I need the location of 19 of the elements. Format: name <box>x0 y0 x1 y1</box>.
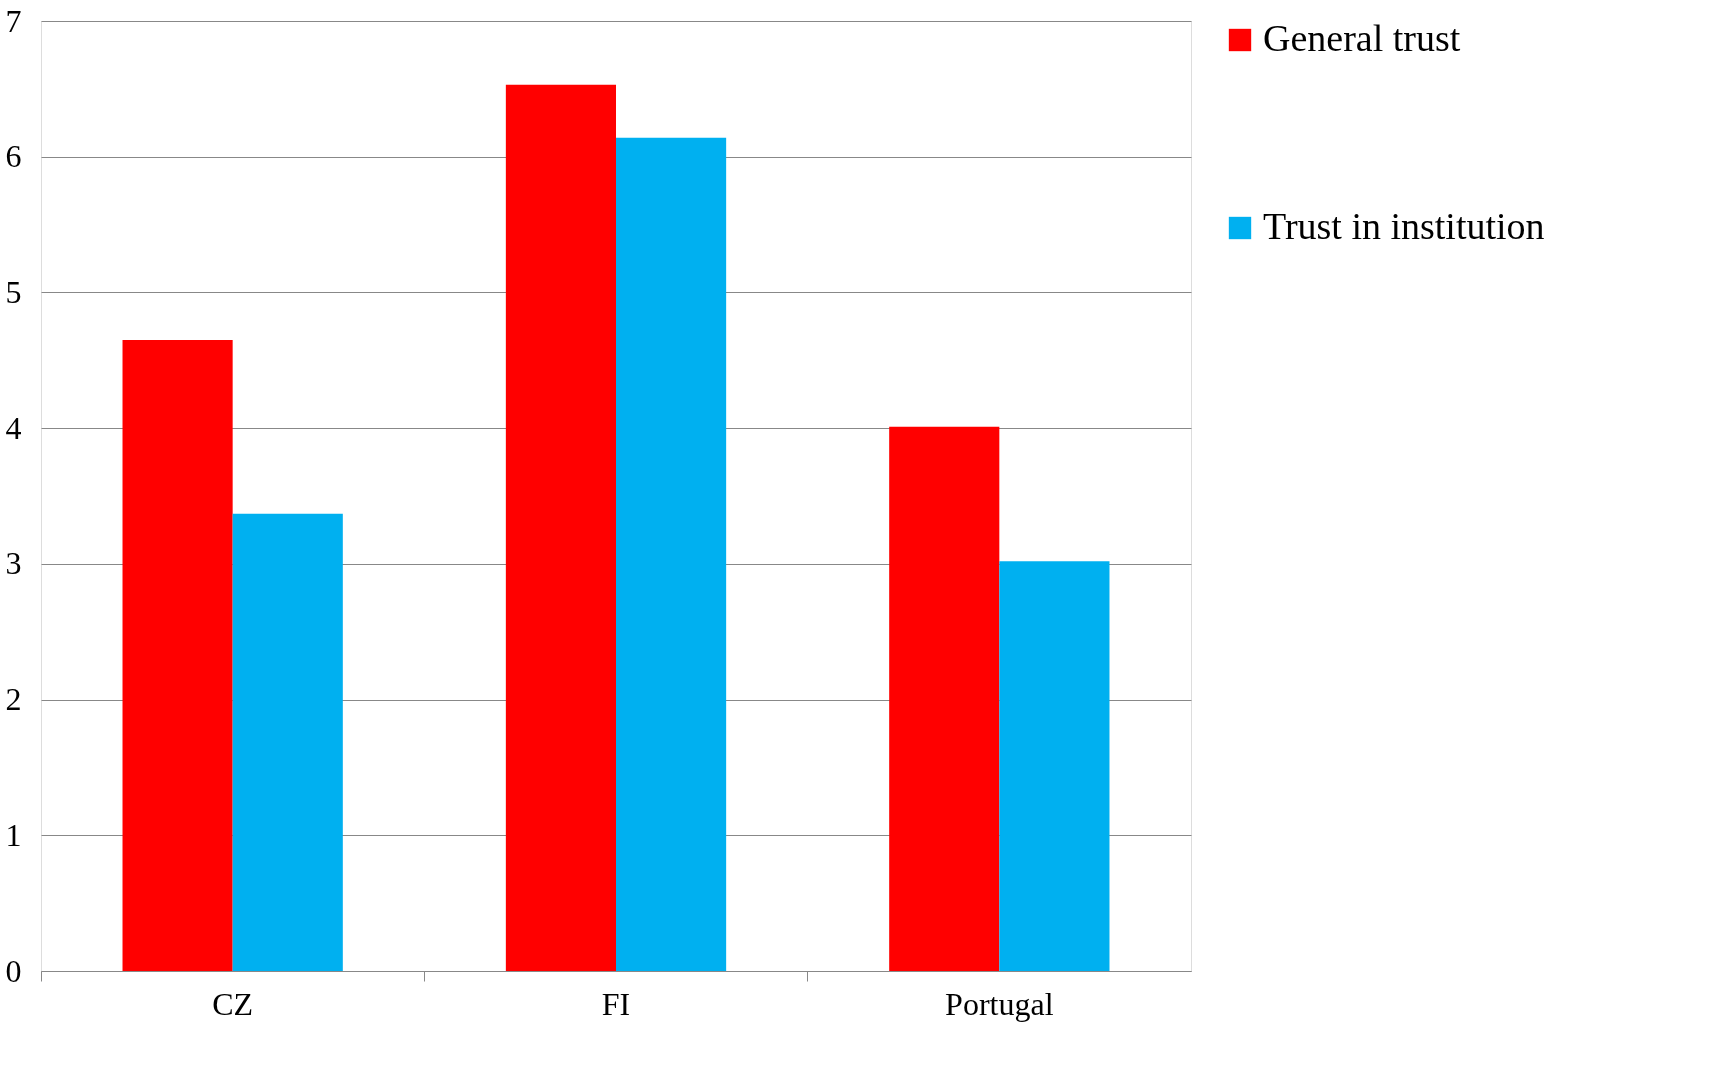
bar <box>889 426 1000 971</box>
legend-label: Trust in institution <box>1263 205 1545 247</box>
y-tick-label: 2 <box>5 681 22 718</box>
y-tick-label: 7 <box>5 2 22 39</box>
y-tick-label: 0 <box>5 952 22 989</box>
bar <box>999 561 1110 971</box>
bar <box>505 84 616 971</box>
x-tick-label: Portugal <box>945 985 1054 1022</box>
x-tick-label: FI <box>601 985 631 1022</box>
bar <box>616 137 727 971</box>
bar <box>122 339 233 971</box>
bar <box>232 513 343 971</box>
y-tick-label: 4 <box>5 409 22 446</box>
y-tick-label: 3 <box>5 545 22 582</box>
y-tick-label: 5 <box>5 273 22 310</box>
y-tick-label: 6 <box>5 138 22 175</box>
legend-label: General trust <box>1263 17 1461 59</box>
y-tick-label: 1 <box>5 816 22 853</box>
x-tick-label: CZ <box>212 985 254 1022</box>
